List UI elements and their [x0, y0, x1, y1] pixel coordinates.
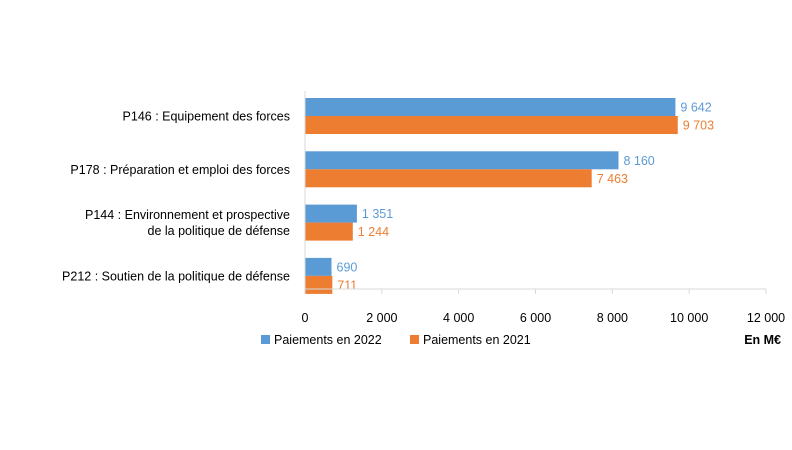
bar	[305, 116, 678, 134]
data-label: 9 703	[683, 119, 714, 133]
data-label: 9 642	[680, 101, 711, 115]
x-tick-label: 0	[302, 311, 309, 325]
bar	[305, 222, 353, 241]
unit-label: En M€	[744, 333, 781, 347]
data-label: 711	[337, 278, 357, 292]
category-label: P178 : Préparation et emploi des forces	[70, 163, 290, 177]
bar	[305, 275, 333, 294]
category-label: de la politique de défense	[148, 224, 291, 238]
x-tick-label: 8 000	[597, 311, 628, 325]
x-tick-label: 10 000	[670, 311, 708, 325]
bar	[305, 257, 332, 276]
x-tick-label: 6 000	[520, 311, 551, 325]
x-tick-label: 4 000	[443, 311, 474, 325]
bar	[305, 151, 619, 170]
category-label: P212 : Soutien de la politique de défens…	[62, 269, 290, 283]
legend-swatch	[261, 335, 270, 344]
data-label: 1 351	[362, 207, 393, 221]
data-label: 690	[337, 260, 358, 274]
data-label: 7 463	[597, 172, 628, 186]
x-tick-label: 2 000	[366, 311, 397, 325]
legend-label: Paiements en 2022	[274, 333, 382, 347]
bar	[305, 204, 357, 223]
legend-swatch	[410, 335, 419, 344]
bar	[305, 98, 676, 116]
x-tick-label: 12 000	[747, 311, 785, 325]
category-label: P146 : Equipement des forces	[123, 110, 290, 124]
data-label: 1 244	[358, 225, 389, 239]
legend-label: Paiements en 2021	[423, 333, 531, 347]
data-label: 8 160	[623, 154, 654, 168]
category-label: P144 : Environnement et prospective	[85, 208, 290, 222]
bar	[305, 169, 592, 188]
